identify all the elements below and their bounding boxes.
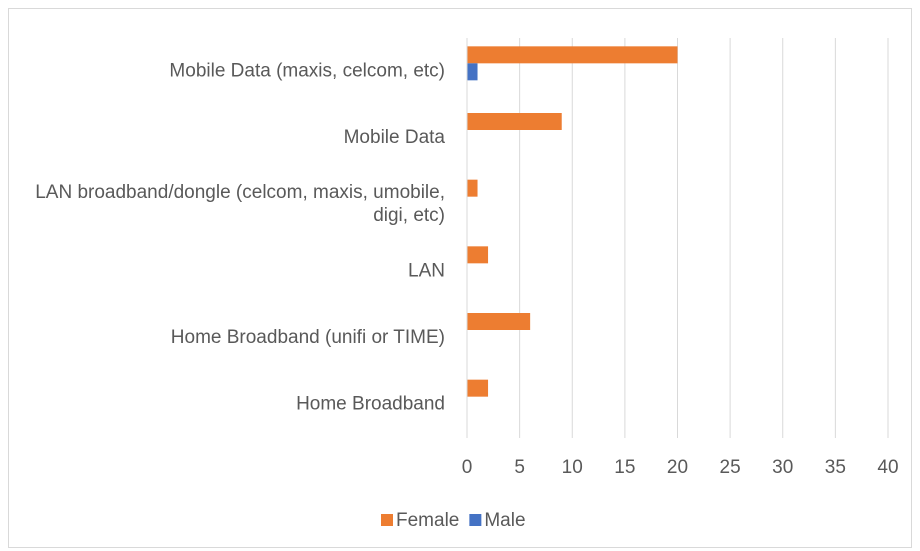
x-tick-label: 0 (462, 457, 473, 478)
y-tick-label: Home Broadband (296, 394, 445, 415)
chart-border (8, 8, 912, 548)
legend-label: Male (484, 510, 525, 531)
x-tick-label: 15 (614, 457, 635, 478)
bar (467, 113, 562, 130)
y-tick-label: Home Broadband (unifi or TIME) (171, 327, 445, 348)
x-tick-label: 40 (877, 457, 898, 478)
x-tick-label: 20 (667, 457, 688, 478)
x-tick-label: 30 (772, 457, 793, 478)
legend-label: Female (396, 510, 459, 531)
y-tick-label: LAN broadband/dongle (celcom, maxis, umo… (35, 182, 445, 226)
x-tick-label: 10 (562, 457, 583, 478)
label-line: LAN broadband/dongle (celcom, maxis, umo… (35, 182, 445, 203)
bar (467, 179, 478, 197)
y-tick-label: Mobile Data (344, 127, 446, 148)
bar (467, 246, 489, 264)
bar (467, 313, 531, 330)
label-line: digi, etc) (373, 205, 445, 226)
x-tick-label: 5 (514, 457, 525, 478)
bar (467, 379, 489, 397)
x-tick-label: 25 (720, 457, 741, 478)
legend-swatch (381, 514, 393, 526)
bar (467, 46, 678, 64)
y-tick-label: Mobile Data (maxis, celcom, etc) (169, 60, 445, 81)
y-tick-label: LAN (408, 260, 445, 281)
legend-swatch (469, 514, 482, 526)
x-tick-label: 35 (825, 457, 846, 478)
bar (467, 63, 478, 81)
